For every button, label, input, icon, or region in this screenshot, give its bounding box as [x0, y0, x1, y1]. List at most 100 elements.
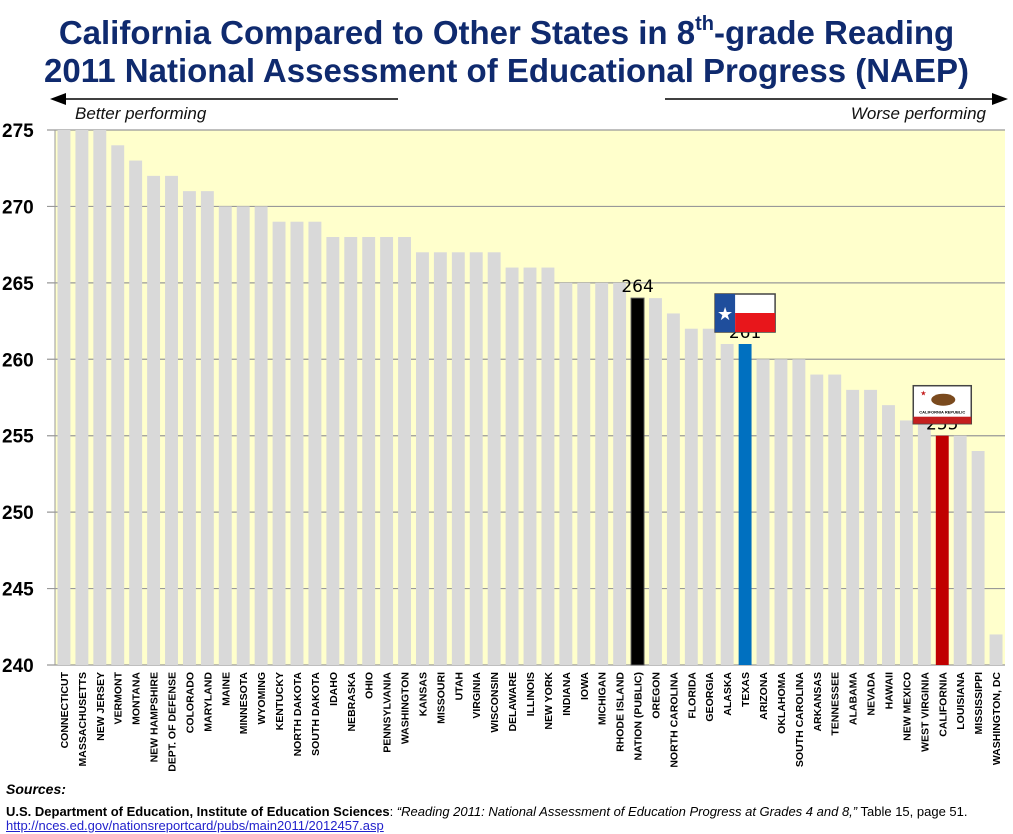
x-tick-label: SOUTH CAROLINA	[794, 672, 806, 767]
bar-west-virginia	[917, 420, 931, 665]
bar-louisiana	[953, 435, 967, 665]
x-tick-label: NEW JERSEY	[95, 672, 107, 741]
bar-florida	[684, 328, 698, 665]
bar-michigan	[595, 282, 609, 665]
bar-massachusetts	[75, 130, 89, 665]
x-tick-label: CONNECTICUT	[59, 671, 71, 748]
bar-virginia	[469, 252, 483, 666]
bar-arizona	[756, 359, 770, 665]
source-link[interactable]: http://nces.ed.gov/nationsreportcard/pub…	[6, 818, 384, 833]
x-tick-label: UTAH	[453, 672, 465, 700]
x-tick-label: NEW HAMPSHIRE	[149, 672, 161, 762]
bar-oregon	[649, 298, 662, 665]
bar-nevada	[864, 389, 878, 665]
worse-performing-label: Worse performing	[850, 104, 986, 123]
bar-mississippi	[971, 451, 985, 665]
bar-maine	[218, 206, 232, 665]
bar-nation-public-	[630, 297, 645, 666]
x-tick-label: WISCONSIN	[489, 672, 501, 733]
x-tick-label: WASHINGTON, DC	[991, 672, 1003, 766]
x-tick-label: GEORGIA	[704, 672, 716, 722]
x-tick-label: ARIZONA	[758, 672, 770, 720]
bar-new-jersey	[93, 130, 107, 665]
bar-new-hampshire	[147, 175, 161, 665]
x-tick-label: FLORIDA	[686, 672, 698, 719]
x-tick-label: ALABAMA	[848, 672, 860, 725]
x-tick-label: DEPT. OF DEFENSE	[167, 672, 179, 772]
x-tick-label: VERMONT	[113, 671, 125, 724]
bar-nebraska	[344, 237, 358, 665]
y-tick-label: 265	[2, 274, 34, 295]
x-tick-label: KENTUCKY	[274, 672, 286, 730]
svg-text:★: ★	[920, 390, 926, 398]
x-tick-label: INDIANA	[561, 672, 573, 716]
x-tick-label: NEW YORK	[543, 672, 555, 730]
bar-montana	[129, 160, 143, 666]
bar-minnesota	[236, 206, 250, 665]
bar-wisconsin	[487, 252, 501, 666]
x-tick-label: ILLINOIS	[525, 672, 537, 716]
svg-text:★: ★	[717, 304, 733, 324]
left-arrow-icon	[50, 93, 66, 105]
x-tick-label: DELAWARE	[507, 672, 519, 732]
bar-new-mexico	[899, 420, 913, 665]
bar-kentucky	[272, 221, 286, 665]
title-text: California Compared to Other States in 8	[58, 14, 696, 51]
x-tick-label: NEW MEXICO	[901, 672, 913, 741]
title-text-end: -grade Reading	[713, 14, 955, 51]
y-tick-label: 270	[2, 197, 34, 218]
bar-illinois	[523, 267, 537, 665]
bar-colorado	[182, 191, 196, 665]
x-tick-label: MASSACHUSETTS	[77, 672, 89, 767]
x-tick-label: NEBRASKA	[346, 672, 358, 732]
x-tick-label: ARKANSAS	[812, 672, 824, 732]
bar-south-dakota	[308, 221, 322, 665]
x-tick-label: NORTH CAROLINA	[668, 672, 680, 768]
california-flag-icon: ★ CALIFORNIA REPUBLIC	[912, 384, 973, 425]
y-tick-label: 240	[2, 656, 34, 677]
bar-north-dakota	[290, 221, 304, 665]
x-tick-label: WYOMING	[256, 672, 268, 725]
x-tick-label: TENNESSEE	[830, 672, 842, 736]
bar-pennsylvania	[380, 237, 394, 665]
bar-arkansas	[810, 374, 824, 665]
bar-georgia	[702, 328, 716, 665]
bar-dept-of-defense	[165, 175, 178, 665]
bar-tennessee	[828, 374, 842, 665]
bar-indiana	[559, 282, 573, 665]
bar-washington	[398, 237, 411, 665]
bar-oklahoma	[774, 359, 788, 665]
x-tick-label: MINNESOTA	[238, 672, 250, 735]
x-tick-label: MISSOURI	[435, 672, 447, 724]
x-tick-label: KANSAS	[417, 672, 429, 716]
bar-california	[935, 435, 949, 665]
bar-wyoming	[254, 206, 268, 665]
bar-texas	[738, 344, 752, 665]
bar-idaho	[326, 237, 340, 665]
y-tick-label: 260	[2, 350, 34, 371]
y-tick-label: 245	[2, 580, 34, 601]
chart-title-line2: 2011 National Assessment of Educational …	[44, 52, 969, 89]
source-title: “Reading 2011: National Assessment of Ed…	[396, 804, 858, 819]
bar-utah	[451, 252, 465, 666]
source-detail: Table 15, page 51.	[857, 804, 968, 819]
bar-connecticut	[57, 130, 71, 665]
bar-iowa	[577, 282, 591, 665]
x-tick-label: COLORADO	[184, 672, 196, 733]
x-tick-label: VIRGINIA	[471, 672, 483, 719]
bar-kansas	[416, 252, 429, 666]
bar-washington-dc	[989, 634, 1003, 665]
bar-new-york	[541, 267, 555, 665]
y-tick-label: 255	[2, 427, 34, 448]
bar-rhode-island	[613, 282, 627, 665]
bar-vermont	[111, 145, 125, 666]
bar-delaware	[505, 267, 519, 665]
x-tick-label: MARYLAND	[202, 672, 214, 732]
right-arrow-icon	[992, 93, 1008, 105]
bar-ohio	[362, 237, 376, 665]
x-tick-label: OREGON	[650, 672, 662, 719]
x-tick-label: WASHINGTON	[400, 672, 412, 744]
x-tick-label: CALIFORNIA	[937, 672, 949, 737]
x-tick-label: IOWA	[579, 672, 591, 700]
